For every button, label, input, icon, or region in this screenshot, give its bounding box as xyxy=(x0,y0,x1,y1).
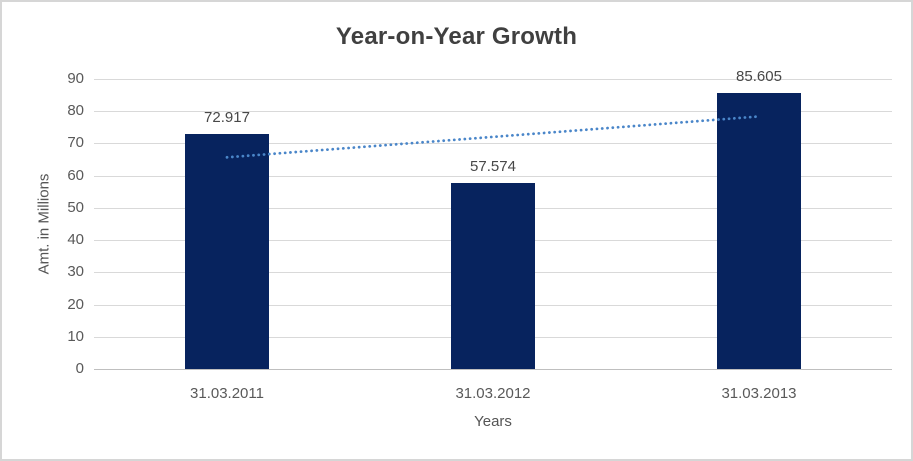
y-tick-label: 80 xyxy=(67,102,84,120)
y-tick-label: 90 xyxy=(67,70,84,87)
x-axis-line xyxy=(94,369,892,370)
x-tick-label: 31.03.2011 xyxy=(190,385,264,402)
y-tick-label: 10 xyxy=(67,327,84,345)
y-tick-label: 20 xyxy=(67,295,84,313)
y-tick-label: 0 xyxy=(75,360,84,377)
y-tick-label: 40 xyxy=(67,231,84,249)
bar-31.03.2011 xyxy=(185,134,269,369)
chart-title: Year-on-Year Growth xyxy=(335,23,578,50)
x-tick-label: 31.03.2012 xyxy=(455,385,531,402)
y-tick-label: 30 xyxy=(67,263,84,281)
gridline xyxy=(94,79,892,80)
data-label: 85.605 xyxy=(736,68,782,86)
gridline xyxy=(94,175,892,177)
bar-31.03.2012 xyxy=(451,183,535,369)
x-axis-title: Years xyxy=(474,413,512,430)
gridline xyxy=(94,111,892,113)
x-tick-label: 31.03.2013 xyxy=(721,385,797,402)
y-tick-label: 70 xyxy=(67,134,84,152)
data-label: 72.917 xyxy=(204,109,250,127)
bar-31.03.2013 xyxy=(717,93,801,369)
y-tick-label: 60 xyxy=(67,166,84,184)
y-axis-title-text: Amt. in Millions xyxy=(35,173,53,275)
y-tick-label: 50 xyxy=(67,198,84,216)
data-label: 57.574 xyxy=(470,158,516,176)
